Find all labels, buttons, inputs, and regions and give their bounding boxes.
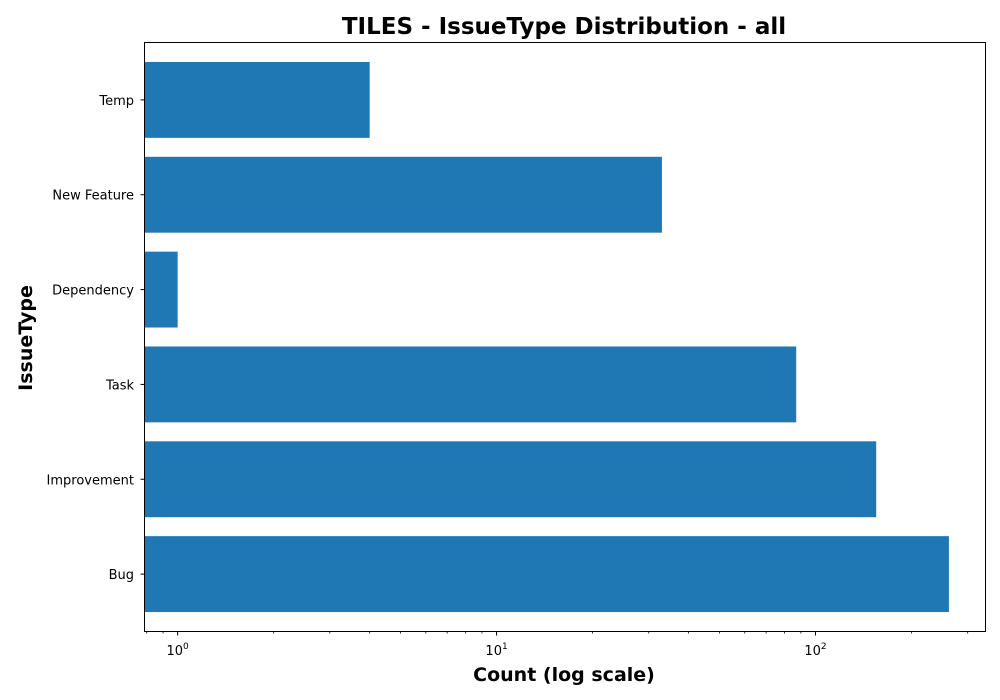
bar-improvement	[145, 441, 876, 517]
bar-dependency	[145, 252, 178, 328]
chart-title: TILES - IssueType Distribution - all	[342, 14, 786, 40]
bar-task	[145, 346, 796, 422]
y-tick-label: Task	[105, 378, 135, 393]
y-tick-label: Bug	[109, 568, 134, 583]
x-axis: 100 101 102	[147, 631, 968, 659]
x-tick-label: 102	[804, 642, 826, 659]
y-tick-label: Dependency	[52, 284, 134, 299]
y-tick-label: New Feature	[52, 189, 134, 204]
y-axis-label: IssueType	[15, 285, 37, 391]
x-tick-label: 101	[485, 642, 507, 659]
bars	[145, 62, 949, 612]
bar-temp	[145, 62, 370, 138]
y-axis: Bug Improvement Task Dependency New Feature T…	[47, 94, 145, 583]
y-tick-label: Improvement	[47, 473, 134, 488]
x-tick-label: 100	[167, 642, 190, 659]
bar-bug	[145, 536, 949, 612]
y-tick-label: Temp	[98, 94, 134, 109]
bar-new-feature	[145, 157, 662, 233]
x-axis-label: Count (log scale)	[473, 664, 655, 686]
